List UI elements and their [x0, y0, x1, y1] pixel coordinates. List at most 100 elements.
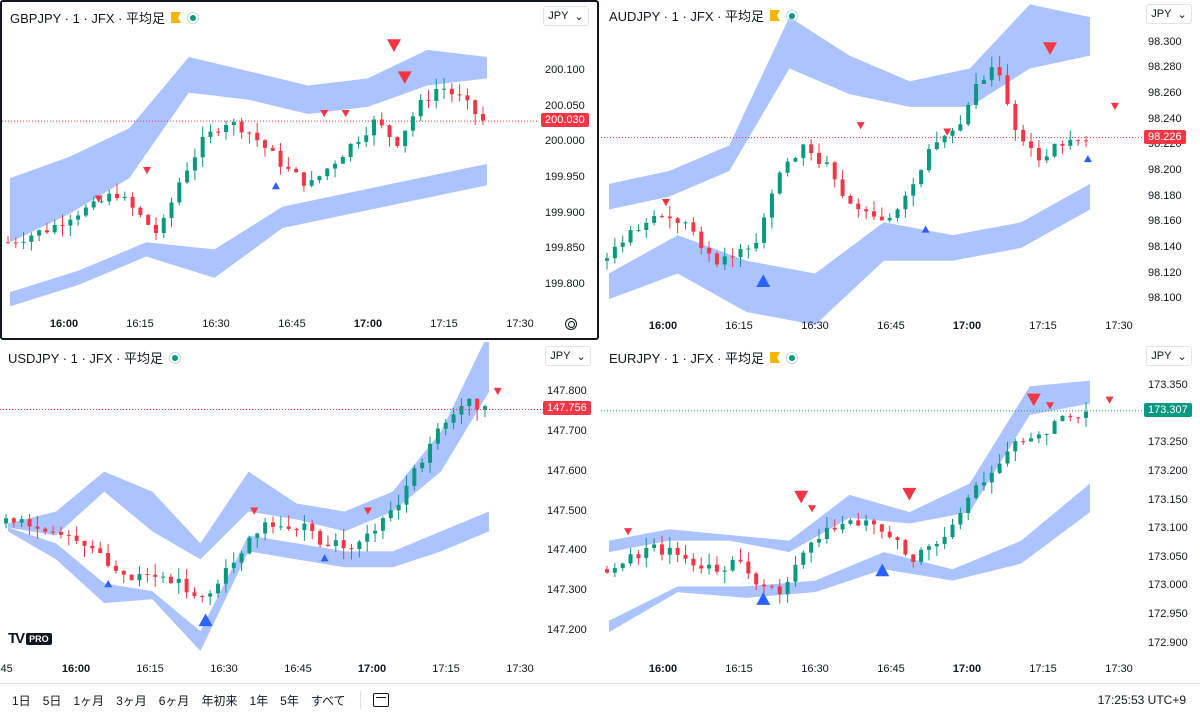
- candle-body: [379, 119, 384, 126]
- candle-body: [121, 570, 126, 575]
- candle-body: [231, 121, 236, 125]
- candle-body: [801, 552, 806, 565]
- usdjpy-plot[interactable]: [0, 342, 599, 683]
- range-5y[interactable]: 5年: [280, 693, 299, 708]
- symbol-title-text: AUDJPY · 1 · JFX · 平均足: [609, 9, 765, 24]
- candle-body: [365, 533, 370, 542]
- candle-body: [130, 196, 135, 208]
- usdjpy-signal-up-marker: [198, 613, 213, 627]
- candle-body: [691, 222, 696, 232]
- range-ytd[interactable]: 年初来: [201, 693, 238, 708]
- candle-body: [434, 88, 439, 101]
- candle-body: [76, 215, 81, 220]
- flag-icon[interactable]: [770, 352, 781, 363]
- candle-body: [911, 184, 916, 196]
- gbpjpy-signal-down-marker: [397, 71, 412, 84]
- audjpy-signal-down-marker: [943, 128, 952, 136]
- candle-body: [832, 527, 837, 530]
- eurjpy-signal-down-marker: [1026, 393, 1041, 407]
- symbol-title[interactable]: EURJPY · 1 · JFX · 平均足: [609, 348, 799, 367]
- candle-body: [612, 568, 617, 573]
- candle-body: [122, 196, 127, 199]
- candle-body: [91, 201, 96, 208]
- candle-body: [942, 537, 947, 544]
- candle-body: [37, 230, 42, 236]
- range-6m[interactable]: 6ヶ月: [158, 693, 190, 708]
- candle-body: [388, 510, 393, 519]
- usdjpy-signal-up-marker: [320, 554, 329, 562]
- symbol-title[interactable]: USDJPY · 1 · JFX · 平均足: [8, 348, 182, 367]
- range-1m[interactable]: 1ヶ月: [73, 693, 105, 708]
- candle-body: [426, 99, 431, 101]
- candle-body: [1052, 421, 1057, 434]
- candle-body: [722, 570, 727, 572]
- eurjpy-signal-down-marker: [1105, 396, 1114, 404]
- candle-body: [707, 247, 712, 254]
- candle-body: [68, 219, 73, 226]
- candle-body: [879, 216, 884, 221]
- chevron-down-icon: ⌄: [576, 350, 586, 363]
- range-all[interactable]: すべて: [310, 693, 346, 708]
- flag-icon[interactable]: [171, 12, 182, 23]
- price-axis-label: 147.300: [547, 584, 587, 597]
- price-axis-label: 173.150: [1148, 493, 1188, 506]
- candle-body: [848, 520, 853, 524]
- symbol-title[interactable]: AUDJPY · 1 · JFX · 平均足: [609, 6, 799, 25]
- candle-body: [333, 540, 338, 547]
- candle-body: [612, 246, 617, 259]
- time-axis-label: 17:00: [952, 663, 982, 675]
- symbol-title-text: GBPJPY · 1 · JFX · 平均足: [10, 11, 166, 26]
- candle-body: [989, 67, 994, 81]
- candle-body: [1044, 433, 1049, 435]
- gear-icon[interactable]: [565, 318, 577, 330]
- candle-body: [1068, 415, 1073, 418]
- gbpjpy-plot[interactable]: [2, 2, 597, 338]
- currency-button[interactable]: JPY ⌄: [543, 6, 589, 26]
- eurjpy-plot[interactable]: [601, 342, 1200, 683]
- calendar-goto-icon[interactable]: [372, 693, 389, 707]
- chart-usdjpy[interactable]: 147.800 147.700 147.600 147.500 147.400 147.3…: [0, 342, 599, 683]
- candle-body: [714, 253, 719, 265]
- chart-eurjpy[interactable]: 173.350173.300173.250173.200173.150173.1…: [601, 342, 1200, 683]
- market-open-status-icon: [169, 351, 182, 364]
- range-1d[interactable]: 1日: [12, 693, 31, 708]
- currency-button[interactable]: JPY ⌄: [1146, 4, 1192, 24]
- candle-body: [950, 130, 955, 136]
- audjpy-lower-band: [609, 183, 1090, 325]
- gbpjpy-signal-down-marker: [94, 195, 103, 203]
- flag-icon[interactable]: [770, 10, 781, 21]
- currency-button[interactable]: JPY ⌄: [1146, 346, 1192, 366]
- candle-body: [357, 541, 362, 549]
- gbpjpy-signal-down-marker: [142, 167, 151, 175]
- time-axis-label: 17:15: [430, 318, 458, 330]
- price-axis-label: 98.280: [1148, 61, 1182, 74]
- audjpy-plot[interactable]: [601, 0, 1200, 340]
- candle-body: [644, 222, 649, 231]
- candle-body: [341, 540, 346, 549]
- candle-body: [451, 414, 456, 423]
- usdjpy-upper-band: [8, 342, 489, 560]
- gbpjpy-signal-down-marker: [387, 39, 402, 52]
- candle-body: [286, 526, 291, 529]
- audjpy-signal-up-marker: [756, 274, 771, 287]
- candle-body: [887, 531, 892, 538]
- symbol-title[interactable]: GBPJPY · 1 · JFX · 平均足: [10, 8, 200, 27]
- currency-button[interactable]: JPY ⌄: [545, 346, 591, 366]
- candle-body: [418, 99, 423, 117]
- candle-body: [231, 562, 236, 568]
- candle-body: [146, 214, 151, 225]
- clock-display[interactable]: 17:25:53 UTC+9: [1097, 693, 1186, 707]
- candle-body: [153, 574, 158, 577]
- candle-body: [208, 131, 213, 137]
- tradingview-logo[interactable]: TV PRO: [8, 630, 52, 647]
- candle-body: [864, 520, 869, 526]
- chart-gbpjpy[interactable]: 200.100 200.050 200.000 199.950 199.900 199.8…: [0, 0, 599, 340]
- candle-body: [769, 586, 774, 588]
- time-axis-label: 16:00: [49, 318, 79, 330]
- candle-body: [44, 230, 49, 233]
- candle-body: [403, 130, 408, 146]
- chart-audjpy[interactable]: 98.300 98.280 98.260 98.240 98.220 98.200 98.1…: [601, 0, 1200, 340]
- range-1y[interactable]: 1年: [249, 693, 269, 708]
- range-3m[interactable]: 3ヶ月: [116, 693, 147, 708]
- range-5d[interactable]: 5日: [42, 693, 62, 708]
